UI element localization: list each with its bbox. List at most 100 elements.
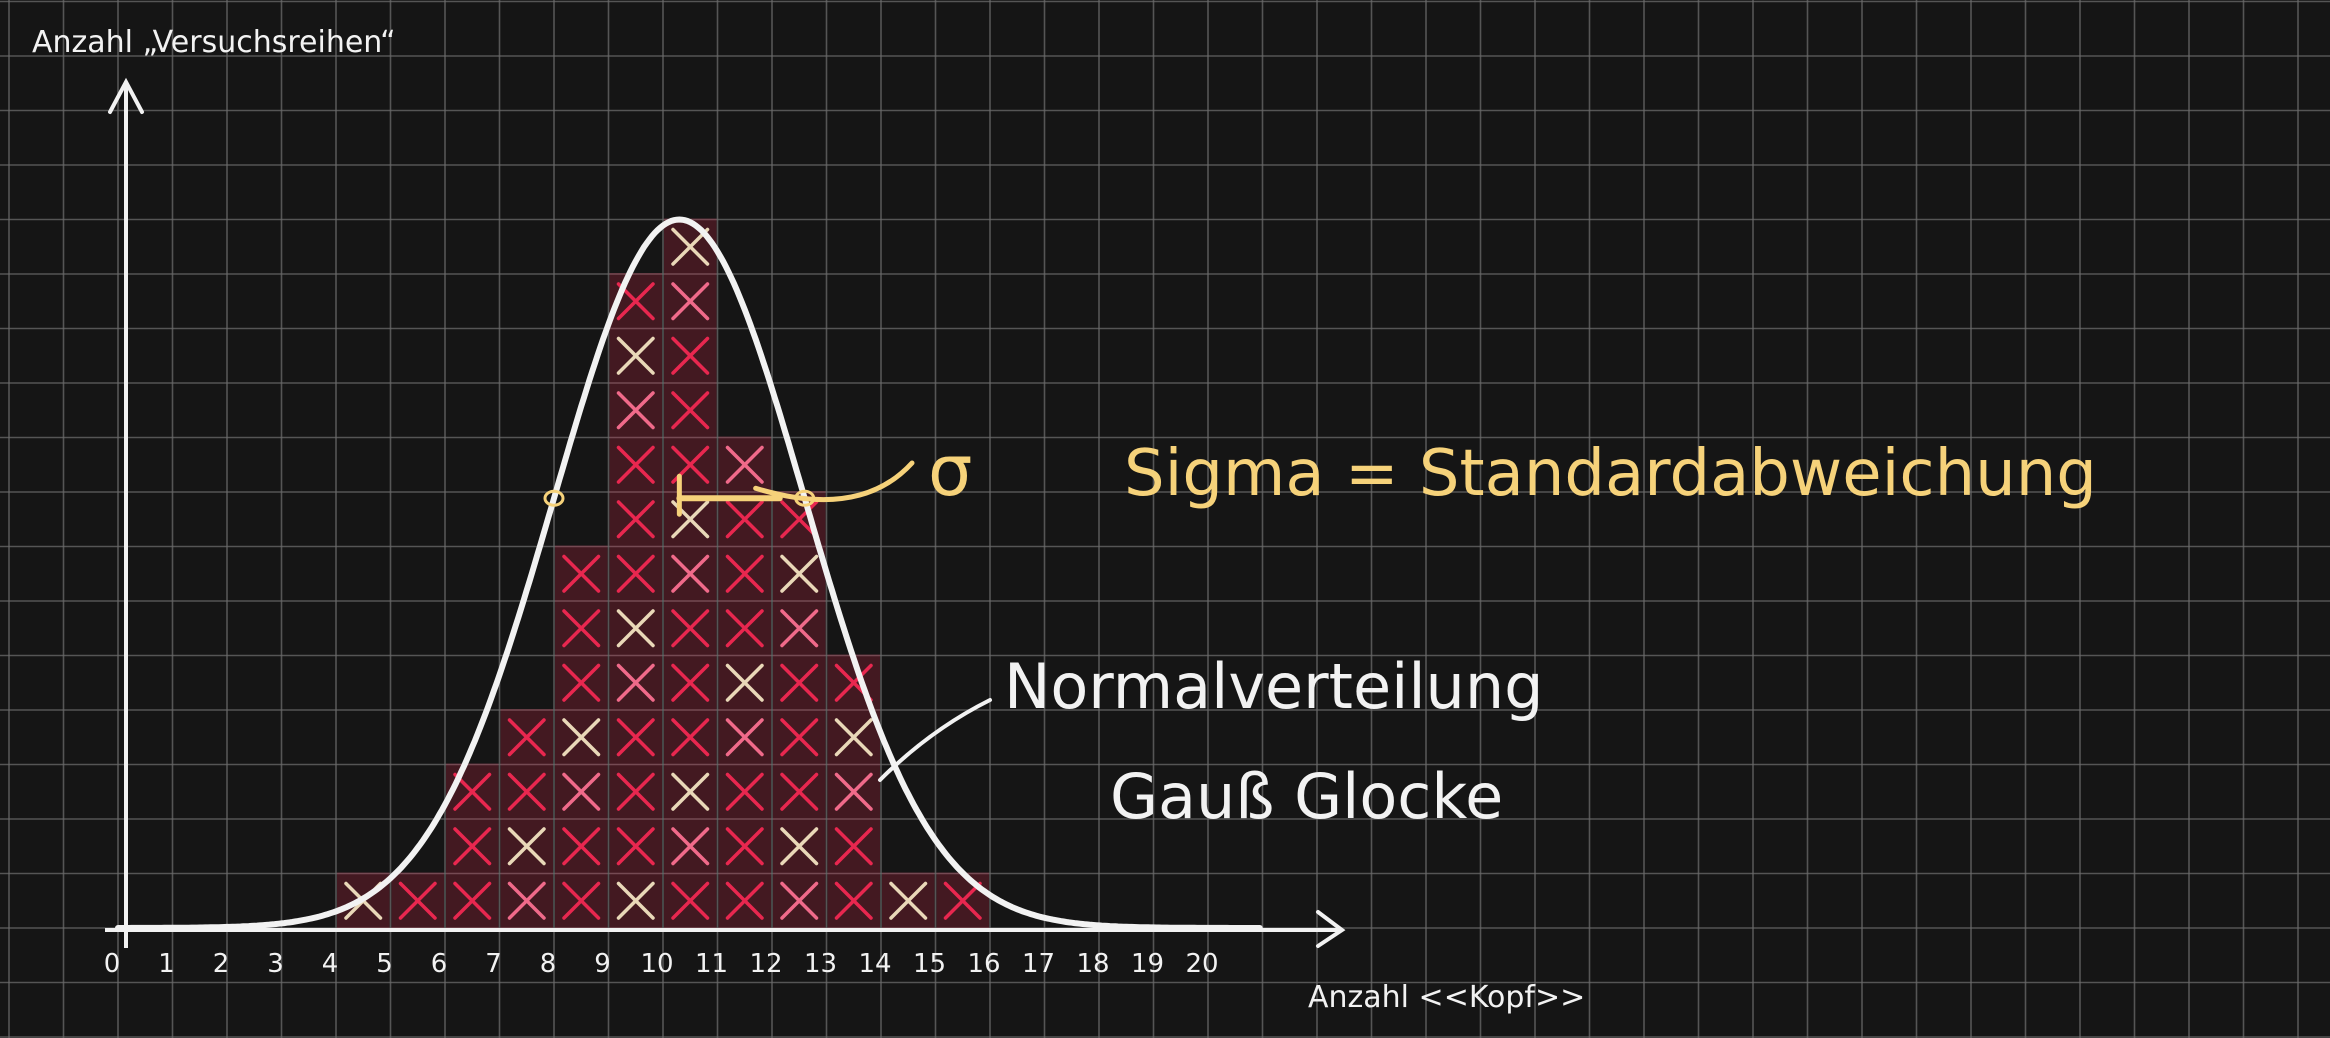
- x-tick-label-19: 19: [1131, 949, 1164, 979]
- curve-label-normalverteilung: Normalverteilung: [1004, 650, 1544, 723]
- tally-cross-stroke: [616, 282, 655, 321]
- tally-cross-stroke: [780, 881, 819, 920]
- tally-cross-stroke: [725, 827, 764, 866]
- tally-cross-stroke: [671, 609, 710, 648]
- x-tick-label-9: 9: [594, 949, 611, 979]
- x-tick-label-2: 2: [213, 949, 230, 979]
- tally-cross-stroke: [671, 554, 710, 593]
- tally-cross-stroke: [616, 391, 655, 430]
- bar-12: [773, 491, 826, 929]
- tally-cross-stroke: [562, 554, 601, 593]
- x-tick-label-11: 11: [695, 949, 728, 979]
- tally-cross-stroke: [780, 772, 819, 811]
- tally-cross-stroke: [834, 663, 873, 702]
- tally-cross-stroke: [507, 718, 546, 757]
- tally-cross-stroke: [725, 663, 764, 702]
- tally-cross-stroke: [616, 827, 655, 866]
- tally-cross-stroke: [834, 718, 873, 757]
- x-tick-label-17: 17: [1022, 949, 1055, 979]
- tally-cross-stroke: [507, 827, 546, 866]
- x-tick-label-18: 18: [1076, 949, 1109, 979]
- tally-cross-stroke: [780, 500, 819, 539]
- tally-cross-stroke: [671, 827, 710, 866]
- gauss-curve: [115, 216, 1263, 931]
- tally-cross-stroke: [780, 663, 819, 702]
- x-tick-label-4: 4: [322, 949, 339, 979]
- x-tick-label-15: 15: [913, 949, 946, 979]
- tally-cross-stroke: [671, 718, 710, 757]
- x-tick-label-13: 13: [804, 949, 837, 979]
- tally-cross-stroke: [616, 881, 655, 920]
- tally-cross-stroke: [671, 881, 710, 920]
- bar-14: [882, 872, 935, 929]
- tally-cross-stroke: [834, 881, 873, 920]
- tally-cross-stroke: [671, 282, 710, 321]
- tally-cross-stroke: [671, 391, 710, 430]
- tally-cross-stroke: [834, 827, 873, 866]
- sigma-pointer: [753, 460, 915, 503]
- x-tick-label-6: 6: [431, 949, 448, 979]
- tally-cross-stroke: [398, 881, 437, 920]
- x-tick-label-10: 10: [640, 949, 673, 979]
- sigma-symbol: σ: [928, 430, 972, 512]
- bar-5: [391, 872, 444, 929]
- tally-cross-stroke: [725, 772, 764, 811]
- tally-cross-stroke: [780, 609, 819, 648]
- y-axis-arrowhead: [108, 77, 144, 114]
- tally-cross-stroke: [834, 772, 873, 811]
- bar-10: [664, 218, 717, 929]
- tally-cross-stroke: [671, 663, 710, 702]
- x-tick-label-20: 20: [1185, 949, 1218, 979]
- tally-cross-stroke: [616, 500, 655, 539]
- tally-cross-stroke: [671, 500, 710, 539]
- tally-columns: [337, 218, 989, 929]
- bar-13: [827, 654, 880, 929]
- bar-fill-9: [609, 273, 662, 929]
- y-axis-label: Anzahl „Versuchsreihen“: [32, 25, 396, 60]
- tally-cross-stroke: [562, 772, 601, 811]
- tally-cross-stroke: [671, 772, 710, 811]
- gauss-curve-layer: [115, 216, 1263, 931]
- x-axis-label: Anzahl <<Kopf>>: [1308, 980, 1585, 1015]
- tally-cross-stroke: [453, 772, 492, 811]
- tally-cross-stroke: [562, 609, 601, 648]
- bar-6: [446, 763, 499, 929]
- tally-cross-stroke: [725, 445, 764, 484]
- tally-cross-stroke: [616, 609, 655, 648]
- tally-cross-stroke: [780, 554, 819, 593]
- tally-cross-stroke: [671, 336, 710, 375]
- inflection-point-left: [543, 489, 565, 507]
- x-tick-label-12: 12: [749, 949, 782, 979]
- tally-cross-stroke: [725, 609, 764, 648]
- x-axis-arrowhead: [1316, 910, 1346, 948]
- tally-cross-stroke: [616, 718, 655, 757]
- tally-cross-stroke: [453, 881, 492, 920]
- bar-8: [555, 545, 608, 929]
- tally-cross-stroke: [725, 500, 764, 539]
- tally-cross-stroke: [725, 881, 764, 920]
- bar-7: [500, 709, 553, 929]
- tally-cross-stroke: [507, 772, 546, 811]
- tally-cross-stroke: [616, 663, 655, 702]
- tally-cross-stroke: [562, 663, 601, 702]
- tally-cross-stroke: [780, 718, 819, 757]
- tally-cross-stroke: [616, 336, 655, 375]
- x-tick-label-5: 5: [376, 949, 393, 979]
- tally-cross-stroke: [562, 827, 601, 866]
- bar-fill-7: [500, 709, 553, 929]
- tally-cross-stroke: [943, 881, 982, 920]
- tally-cross-stroke: [616, 445, 655, 484]
- tally-cross-stroke: [616, 772, 655, 811]
- tally-cross-stroke: [453, 827, 492, 866]
- tally-cross-stroke: [562, 881, 601, 920]
- curve-label-pointer: [878, 698, 992, 782]
- x-tick-label-3: 3: [267, 949, 284, 979]
- tally-cross-stroke: [616, 554, 655, 593]
- tally-cross-stroke: [725, 554, 764, 593]
- x-tick-label-8: 8: [540, 949, 557, 979]
- bar-11: [718, 436, 771, 929]
- tally-cross-stroke: [562, 718, 601, 757]
- x-tick-label-16: 16: [967, 949, 1000, 979]
